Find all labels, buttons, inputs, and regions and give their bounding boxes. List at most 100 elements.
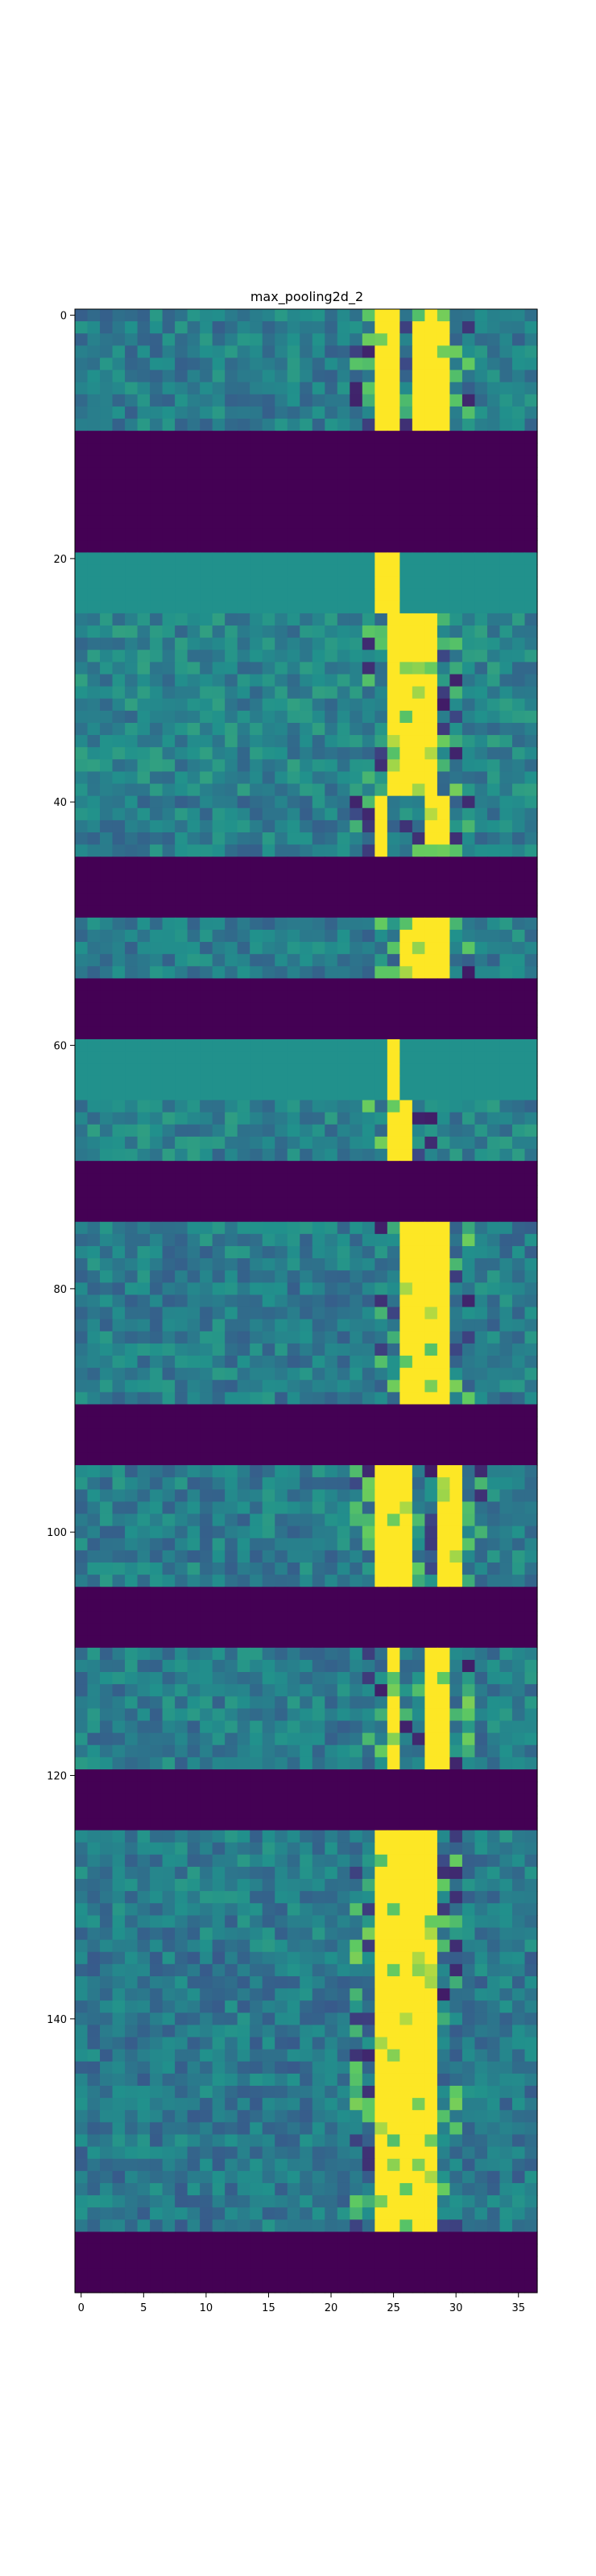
heatmap-cell bbox=[250, 1136, 263, 1150]
heatmap-cell bbox=[162, 357, 176, 371]
heatmap-cell bbox=[474, 1075, 488, 1089]
heatmap-cell bbox=[325, 1672, 338, 1685]
heatmap-cell bbox=[499, 1891, 513, 1904]
heatmap-cell bbox=[449, 1635, 463, 1649]
heatmap-cell bbox=[175, 382, 188, 395]
heatmap-cell bbox=[337, 455, 350, 469]
heatmap-cell bbox=[162, 1063, 176, 1076]
heatmap-cell bbox=[437, 759, 450, 773]
heatmap-cell bbox=[511, 1270, 526, 1283]
heatmap-cell bbox=[162, 1830, 176, 1843]
heatmap-cell bbox=[312, 978, 325, 992]
heatmap-cell bbox=[175, 1927, 188, 1941]
heatmap-cell bbox=[461, 1635, 476, 1649]
heatmap-cell bbox=[350, 1489, 363, 1503]
heatmap-cell bbox=[100, 662, 114, 675]
heatmap-cell bbox=[112, 638, 126, 650]
heatmap-cell bbox=[237, 1879, 250, 1892]
heatmap-cell bbox=[437, 1051, 450, 1064]
heatmap-cell bbox=[237, 698, 250, 712]
heatmap-cell bbox=[137, 1720, 151, 1734]
heatmap-cell bbox=[486, 1647, 501, 1661]
heatmap-cell bbox=[375, 942, 388, 955]
heatmap-cell bbox=[175, 1903, 188, 1916]
heatmap-cell bbox=[412, 638, 425, 650]
heatmap-cell bbox=[87, 1173, 101, 1186]
heatmap-cell bbox=[187, 382, 201, 395]
heatmap-cell bbox=[237, 479, 250, 493]
heatmap-cell bbox=[437, 1720, 450, 1734]
heatmap-cell bbox=[100, 382, 114, 395]
heatmap-cell bbox=[461, 1233, 476, 1247]
heatmap-cell bbox=[486, 722, 501, 736]
heatmap-cell bbox=[100, 1416, 114, 1430]
heatmap-cell bbox=[250, 650, 263, 663]
heatmap-cell bbox=[262, 1854, 275, 1868]
heatmap-cell bbox=[237, 1088, 250, 1101]
heatmap-cell bbox=[150, 406, 163, 419]
heatmap-cell bbox=[325, 503, 338, 517]
heatmap-cell bbox=[387, 1136, 400, 1150]
heatmap-cell bbox=[424, 893, 438, 906]
heatmap-cell bbox=[175, 1854, 188, 1868]
heatmap-cell bbox=[187, 1659, 201, 1673]
heatmap-cell bbox=[362, 1927, 375, 1941]
heatmap-cell bbox=[337, 638, 350, 650]
heatmap-cell bbox=[137, 1124, 151, 1137]
heatmap-cell bbox=[362, 1002, 375, 1016]
heatmap-cell bbox=[362, 1623, 375, 1637]
heatmap-cell bbox=[75, 540, 89, 553]
heatmap-cell bbox=[262, 1927, 275, 1941]
heatmap-cell bbox=[424, 1818, 438, 1831]
heatmap-cell bbox=[312, 905, 325, 919]
heatmap-cell bbox=[350, 443, 363, 456]
heatmap-cell bbox=[461, 1744, 476, 1758]
heatmap-cell bbox=[325, 1575, 338, 1587]
heatmap-cell bbox=[125, 978, 139, 992]
heatmap-cell bbox=[375, 1465, 388, 1478]
heatmap-cell bbox=[100, 1173, 114, 1186]
heatmap-cell bbox=[212, 966, 226, 980]
heatmap-cell bbox=[337, 759, 350, 773]
heatmap-cell bbox=[212, 1915, 226, 1929]
heatmap-cell bbox=[337, 1416, 350, 1430]
heatmap-cell bbox=[200, 1282, 213, 1296]
heatmap-cell bbox=[287, 881, 300, 894]
heatmap-cell bbox=[200, 1124, 213, 1137]
heatmap-cell bbox=[387, 1757, 400, 1770]
heatmap-cell bbox=[150, 1623, 163, 1637]
heatmap-cell bbox=[162, 1392, 176, 1406]
heatmap-cell bbox=[100, 1294, 114, 1308]
heatmap-cell bbox=[399, 1879, 413, 1892]
heatmap-cell bbox=[262, 1258, 275, 1271]
heatmap-cell bbox=[362, 990, 375, 1004]
heatmap-cell bbox=[474, 771, 488, 785]
heatmap-cell bbox=[437, 1659, 450, 1673]
heatmap-cell bbox=[486, 1136, 501, 1150]
heatmap-cell bbox=[250, 1794, 263, 1806]
heatmap-cell bbox=[486, 1477, 501, 1490]
heatmap-cell bbox=[486, 1830, 501, 1843]
heatmap-cell bbox=[112, 881, 126, 894]
heatmap-cell bbox=[437, 431, 450, 444]
heatmap-cell bbox=[449, 783, 463, 797]
heatmap-cell bbox=[449, 1452, 463, 1466]
heatmap-cell bbox=[137, 503, 151, 517]
heatmap-cell bbox=[125, 698, 139, 712]
heatmap-cell bbox=[162, 1501, 176, 1515]
heatmap-cell bbox=[262, 1270, 275, 1283]
heatmap-cell bbox=[262, 1550, 275, 1563]
heatmap-cell bbox=[75, 966, 89, 980]
heatmap-cell bbox=[412, 722, 425, 736]
heatmap-cell bbox=[162, 540, 176, 553]
heatmap-cell bbox=[474, 1319, 488, 1332]
heatmap-cell bbox=[511, 1245, 526, 1259]
heatmap-cell bbox=[486, 406, 501, 419]
heatmap-cell bbox=[87, 662, 101, 675]
heatmap-cell bbox=[175, 1014, 188, 1028]
heatmap-cell bbox=[325, 1185, 338, 1199]
heatmap-cell bbox=[412, 491, 425, 505]
heatmap-cell bbox=[300, 990, 313, 1004]
heatmap-cell bbox=[461, 491, 476, 505]
heatmap-cell bbox=[175, 832, 188, 845]
